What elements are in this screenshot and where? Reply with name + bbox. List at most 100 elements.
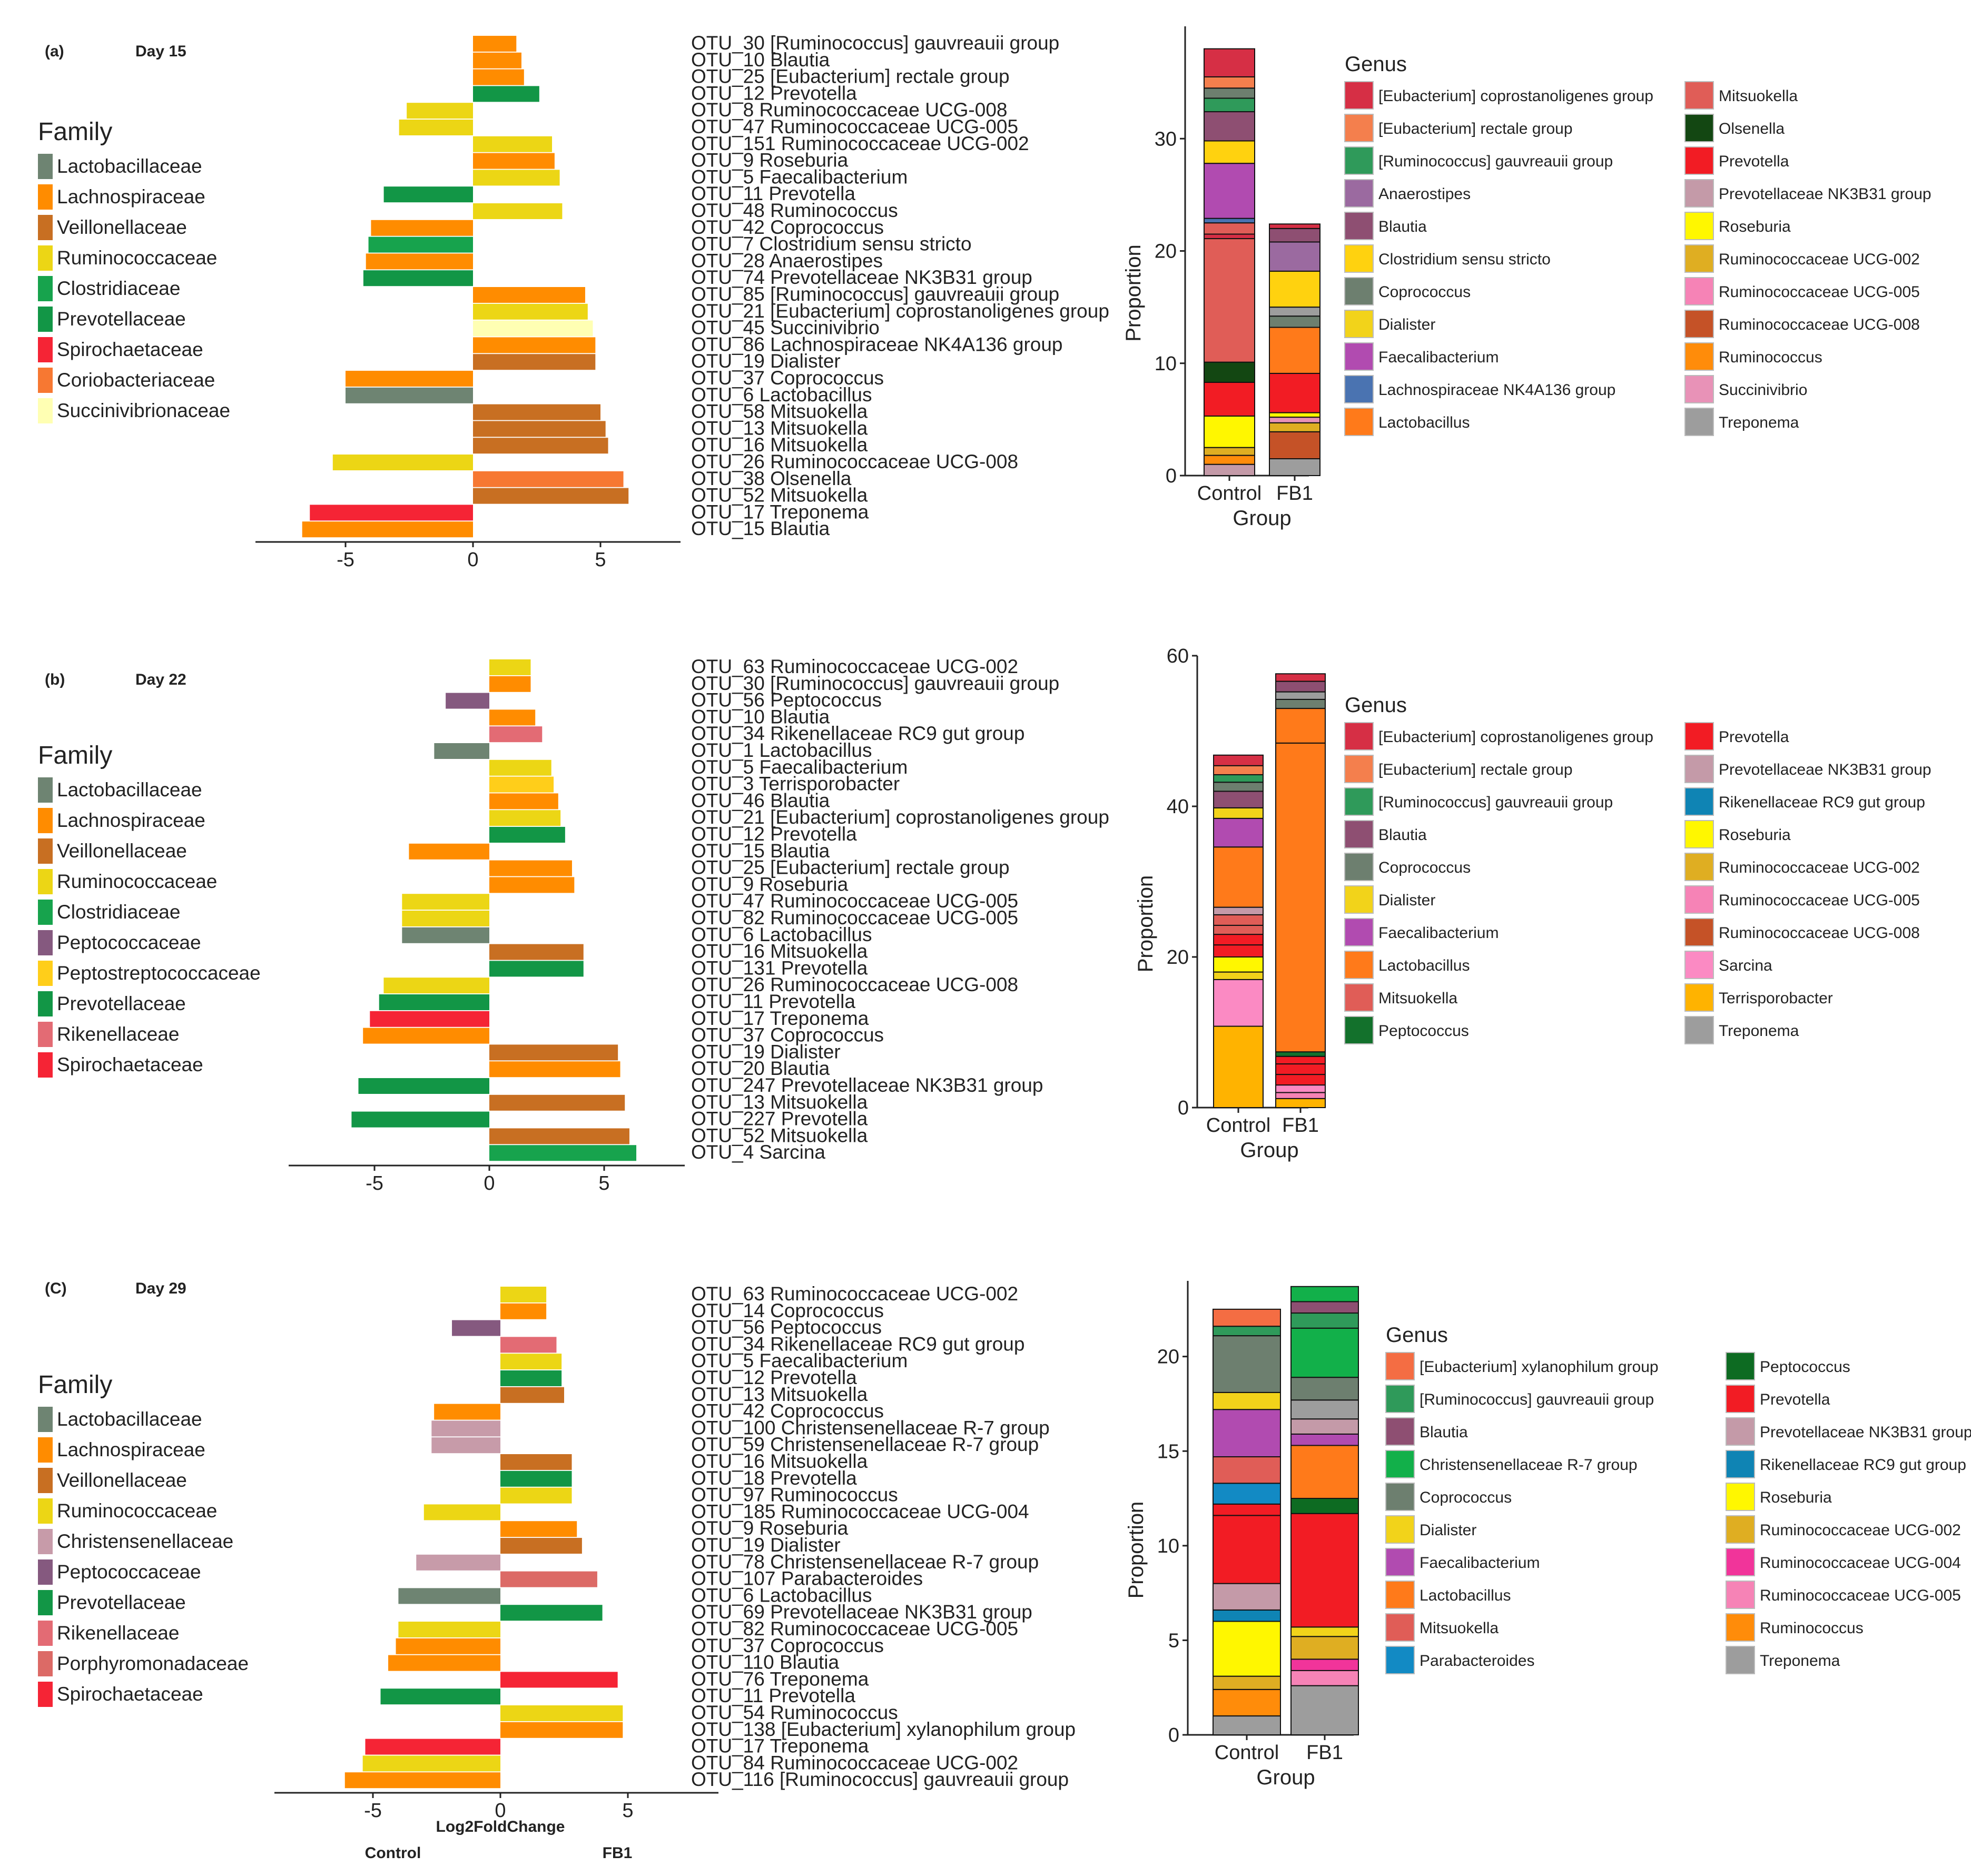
fold-change-bar (489, 961, 584, 977)
stack-segment (1269, 270, 1320, 308)
panel-label: (b) (45, 671, 65, 688)
stack-y-tick-label: 60 (1167, 645, 1189, 667)
stack-segment (1213, 1503, 1281, 1516)
stack-segment (1213, 1515, 1281, 1584)
stack-segment (1269, 412, 1320, 418)
fold-change-bar (500, 1303, 547, 1319)
stack-segment (1204, 415, 1255, 448)
stack-segment (1213, 1409, 1281, 1458)
stack-segment (1269, 307, 1320, 317)
fold-change-bar (399, 120, 473, 135)
genus-swatch (1344, 983, 1374, 1012)
panel-day: Day 15 (135, 43, 186, 60)
panel-2: (b) Day 22 Family Lactobacillaceae Lachnospi… (38, 645, 1931, 1194)
stack-segment (1275, 1084, 1326, 1093)
fold-change-bar (473, 136, 553, 152)
family-legend-label: Lactobacillaceae (57, 1408, 202, 1430)
otu-label: OTU_16 Mitsuokella (691, 1450, 868, 1472)
stack-segment (1269, 431, 1320, 460)
fold-change-bar (431, 1437, 500, 1454)
otu-label: OTU_4 Sarcina (691, 1141, 825, 1163)
genus-swatch (1684, 277, 1714, 305)
otu-label: OTU_26 Ruminococcaceae UCG-008 (691, 974, 1018, 995)
family-legend-label: Spirochaetaceae (57, 1054, 203, 1075)
otu-label: OTU_28 Anaerostipes (691, 250, 883, 271)
genus-swatch (1684, 853, 1714, 881)
otu-label: OTU_42 Coprococcus (691, 1400, 884, 1422)
fold-change-bar (370, 1011, 489, 1027)
genus-legend-label: Terrisporobacter (1719, 990, 1833, 1007)
otu-label: OTU_19 Dialister (691, 1534, 841, 1556)
fold-change-bar (409, 843, 489, 860)
x-tick-label: 0 (495, 1800, 506, 1822)
otu-label: OTU_14 Coprococcus (691, 1300, 884, 1321)
x-tick-label: 0 (467, 549, 478, 571)
fold-change-bar (368, 236, 473, 253)
stack-segment (1290, 1301, 1359, 1314)
otu-label: OTU_185 Ruminococcaceae UCG-004 (691, 1500, 1029, 1522)
stack-segment (1204, 140, 1255, 164)
otu-label: OTU_59 Christensenellaceae R-7 group (691, 1434, 1039, 1455)
otu-label: OTU_5 Faecalibacterium (691, 1350, 908, 1371)
stack-segment (1275, 742, 1326, 1053)
fold-change-bar (473, 153, 555, 169)
genus-swatch (1684, 179, 1714, 208)
otu-label: OTU_84 Ruminococcaceae UCG-002 (691, 1752, 1018, 1773)
stack-segment (1290, 1685, 1359, 1736)
family-legend-label: Spirochaetaceae (57, 1683, 203, 1705)
otu-label: OTU_3 Terrisporobacter (691, 773, 900, 795)
otu-label: OTU_8 Ruminococcaceae UCG-008 (691, 99, 1007, 121)
family-swatch (38, 307, 53, 332)
family-legend-label: Peptococcaceae (57, 1561, 201, 1583)
fold-change-bar (500, 1672, 618, 1688)
fold-change-bar (500, 1487, 572, 1504)
genus-swatch (1344, 179, 1374, 208)
genus-swatch (1385, 1548, 1415, 1576)
genus-legend-label: Olsenella (1719, 120, 1785, 137)
genus-legend-label: Prevotella (1719, 153, 1789, 170)
otu-label: OTU_37 Coprococcus (691, 1024, 884, 1046)
stack-segment (1275, 1074, 1326, 1086)
genus-legend-label: Dialister (1378, 316, 1435, 333)
genus-legend-label: Blautia (1378, 826, 1427, 844)
otu-label: OTU_16 Mitsuokella (691, 941, 868, 962)
genus-swatch (1726, 1417, 1755, 1446)
genus-swatch (1385, 1417, 1415, 1446)
fold-change-bar (500, 1722, 623, 1738)
genus-swatch (1684, 244, 1714, 273)
fold-change-bar (346, 371, 473, 387)
stack-segment (1213, 1456, 1281, 1484)
genus-legend-title: Genus (1386, 1324, 1448, 1347)
fold-change-bar (366, 253, 473, 270)
otu-label: OTU_11 Prevotella (691, 991, 855, 1012)
fold-change-bar (363, 270, 473, 287)
stack-segment (1213, 1483, 1281, 1505)
fold-change-bar (489, 1044, 618, 1061)
genus-legend-label: Mitsuokella (1378, 990, 1457, 1007)
stack-y-tick-label: 20 (1167, 946, 1189, 969)
fold-change-bar (489, 793, 558, 809)
x-tick-label: -5 (366, 1172, 383, 1194)
family-swatch (38, 1052, 53, 1078)
genus-legend-label: [Eubacterium] rectale group (1378, 120, 1573, 137)
genus-legend-label: Lactobacillus (1378, 957, 1470, 974)
genus-legend-label: Prevotellaceae NK3B31 group (1760, 1424, 1971, 1441)
family-swatch (38, 838, 53, 864)
genus-swatch (1344, 277, 1374, 305)
genus-swatch (1344, 951, 1374, 979)
stack-segment (1290, 1670, 1359, 1686)
otu-label: OTU_6 Lactobacillus (691, 924, 872, 945)
family-legend-label: Prevotellaceae (57, 308, 186, 330)
genus-legend-label: Rikenellaceae RC9 gut group (1719, 794, 1925, 811)
otu-label: OTU_15 Blautia (691, 840, 830, 862)
fold-change-bar (351, 1111, 489, 1128)
genus-legend-label: Blautia (1420, 1424, 1468, 1441)
fold-change-bar (500, 1287, 547, 1302)
genus-legend-label: Sarcina (1719, 957, 1772, 974)
fold-change-bar (473, 404, 600, 420)
fold-change-bar (416, 1554, 500, 1571)
stack-segment (1213, 924, 1264, 935)
genus-legend-label: Ruminococcus (1719, 349, 1822, 366)
genus-swatch (1385, 1515, 1415, 1544)
